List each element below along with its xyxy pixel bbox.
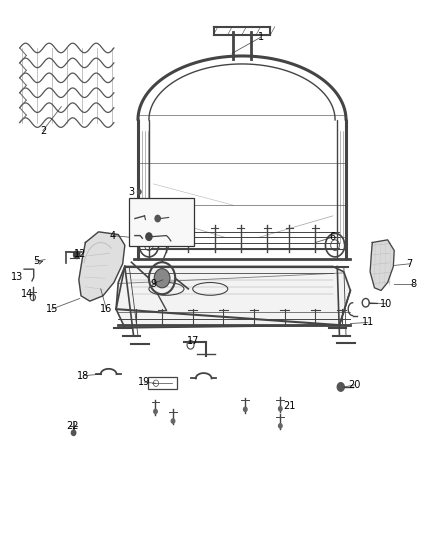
Circle shape — [138, 190, 141, 194]
Text: 12: 12 — [74, 249, 86, 259]
Text: 13: 13 — [11, 272, 23, 282]
Circle shape — [138, 203, 141, 207]
Text: 10: 10 — [380, 299, 392, 309]
Text: 22: 22 — [66, 422, 78, 431]
Bar — [148, 377, 177, 389]
Circle shape — [244, 407, 247, 411]
Polygon shape — [79, 232, 125, 301]
Circle shape — [279, 407, 282, 411]
Text: 15: 15 — [46, 304, 58, 314]
Text: 19: 19 — [138, 377, 151, 387]
Text: 16: 16 — [100, 304, 113, 314]
Circle shape — [71, 430, 76, 435]
Circle shape — [337, 383, 344, 391]
Text: 6: 6 — [330, 232, 336, 242]
Text: 1: 1 — [258, 33, 264, 42]
Text: 9: 9 — [150, 279, 156, 288]
Polygon shape — [370, 240, 394, 290]
Circle shape — [74, 251, 80, 259]
Text: 11: 11 — [362, 318, 374, 327]
Text: 18: 18 — [77, 371, 89, 381]
Text: 5: 5 — [33, 256, 39, 266]
Text: 14: 14 — [21, 289, 33, 299]
Text: 17: 17 — [187, 336, 199, 346]
Polygon shape — [116, 266, 350, 328]
Text: 20: 20 — [349, 380, 361, 390]
Text: 7: 7 — [406, 259, 413, 269]
Text: 8: 8 — [411, 279, 417, 288]
Text: 2: 2 — [40, 126, 46, 135]
Circle shape — [279, 424, 282, 428]
Circle shape — [154, 269, 170, 288]
Circle shape — [155, 215, 160, 222]
Text: 4: 4 — [110, 231, 116, 240]
Circle shape — [154, 409, 157, 414]
Circle shape — [146, 233, 152, 240]
Text: 3: 3 — [128, 187, 134, 197]
Bar — [129, 198, 194, 246]
Text: 21: 21 — [283, 401, 295, 411]
Circle shape — [171, 419, 175, 423]
